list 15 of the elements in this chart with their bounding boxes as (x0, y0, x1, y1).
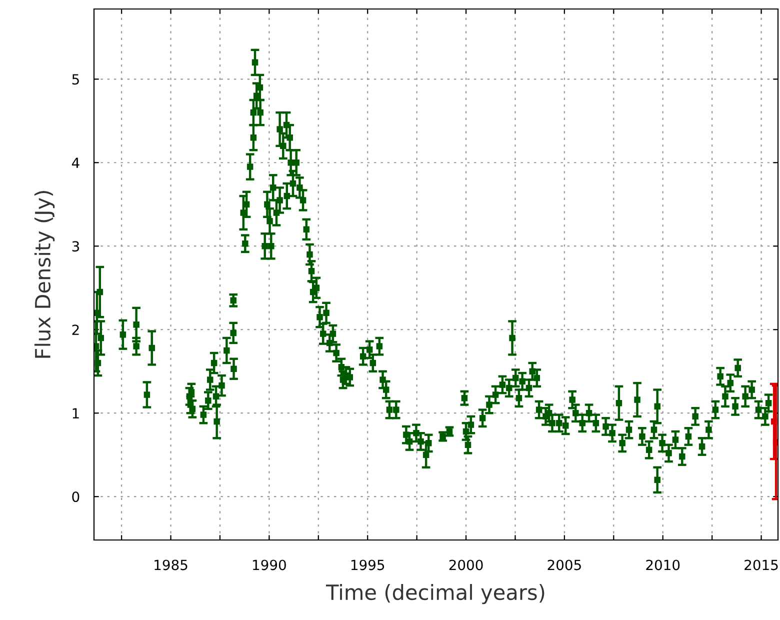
x-tick-label: 2015 (744, 560, 778, 570)
x-tick-label: 1985 (154, 560, 188, 570)
y-tick-label: 1 (72, 408, 79, 418)
y-tick-label: 2 (72, 324, 79, 335)
x-tick-label: 2010 (646, 560, 680, 570)
x-tick-label: 1990 (253, 560, 286, 570)
y-tick-label: 0 (72, 492, 80, 502)
x-tick-label: 2005 (548, 560, 581, 570)
x-tick-label: 2000 (449, 560, 483, 570)
y-tick-label: 3 (72, 241, 79, 252)
y-tick-label: 5 (72, 74, 79, 85)
y-axis-title: Flux Density (Jy) (34, 191, 55, 358)
y-tick-label: 4 (72, 158, 80, 168)
x-tick-label: 1995 (351, 560, 384, 570)
x-axis-title: Time (decimal years) (326, 584, 544, 604)
